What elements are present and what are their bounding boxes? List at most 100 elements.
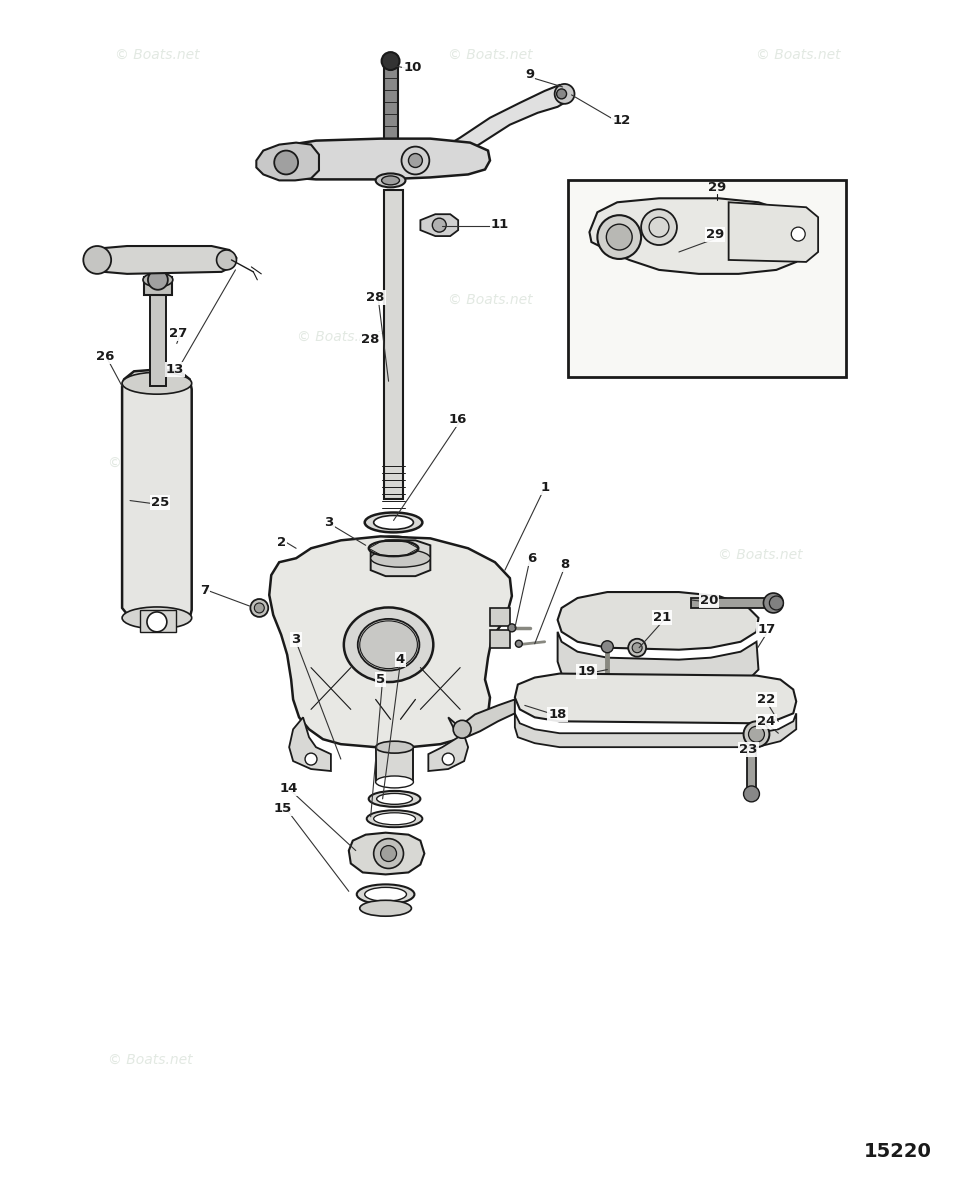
Circle shape bbox=[250, 599, 268, 617]
Circle shape bbox=[216, 250, 236, 270]
Text: 11: 11 bbox=[490, 217, 509, 230]
Text: 22: 22 bbox=[756, 692, 775, 706]
Circle shape bbox=[442, 754, 453, 766]
Ellipse shape bbox=[373, 516, 413, 529]
Ellipse shape bbox=[375, 742, 413, 754]
Ellipse shape bbox=[360, 620, 417, 668]
Bar bbox=[489, 630, 509, 648]
Polygon shape bbox=[460, 700, 514, 737]
Circle shape bbox=[606, 224, 631, 250]
Text: 15220: 15220 bbox=[863, 1142, 931, 1162]
Polygon shape bbox=[370, 540, 430, 576]
Circle shape bbox=[556, 89, 566, 98]
Polygon shape bbox=[514, 673, 795, 724]
Text: 29: 29 bbox=[704, 228, 723, 240]
Circle shape bbox=[373, 839, 404, 869]
Bar bbox=[690, 598, 770, 608]
Polygon shape bbox=[420, 215, 457, 236]
Circle shape bbox=[743, 786, 759, 802]
Text: 23: 23 bbox=[739, 743, 757, 756]
Polygon shape bbox=[289, 718, 330, 772]
Ellipse shape bbox=[143, 272, 173, 287]
Text: 15: 15 bbox=[274, 803, 292, 815]
Text: 18: 18 bbox=[548, 708, 567, 721]
Circle shape bbox=[402, 146, 429, 174]
Text: 17: 17 bbox=[756, 623, 775, 636]
Ellipse shape bbox=[377, 539, 409, 550]
Ellipse shape bbox=[375, 174, 405, 187]
Bar bbox=[745, 748, 755, 792]
Circle shape bbox=[507, 624, 515, 632]
Bar bbox=[375, 748, 413, 782]
Polygon shape bbox=[122, 370, 191, 628]
Polygon shape bbox=[269, 536, 511, 748]
Text: © Boats.net: © Boats.net bbox=[755, 48, 839, 62]
Text: 4: 4 bbox=[396, 653, 404, 666]
Ellipse shape bbox=[368, 791, 420, 806]
Circle shape bbox=[554, 84, 573, 104]
Ellipse shape bbox=[364, 887, 406, 901]
Text: 3: 3 bbox=[291, 634, 300, 647]
Ellipse shape bbox=[375, 776, 413, 788]
Circle shape bbox=[274, 150, 298, 174]
Ellipse shape bbox=[376, 793, 412, 804]
Text: © Boats.net: © Boats.net bbox=[107, 1052, 192, 1067]
Ellipse shape bbox=[364, 512, 422, 533]
Text: 8: 8 bbox=[560, 558, 569, 571]
Ellipse shape bbox=[368, 540, 418, 557]
Circle shape bbox=[432, 218, 446, 232]
Polygon shape bbox=[557, 632, 758, 691]
Polygon shape bbox=[728, 203, 818, 262]
Circle shape bbox=[597, 215, 641, 259]
Circle shape bbox=[769, 596, 783, 610]
Text: 28: 28 bbox=[366, 292, 384, 305]
Bar bbox=[383, 191, 404, 498]
Circle shape bbox=[380, 846, 396, 862]
Text: 13: 13 bbox=[165, 362, 184, 376]
Polygon shape bbox=[589, 198, 805, 274]
Circle shape bbox=[790, 227, 804, 241]
Ellipse shape bbox=[360, 900, 411, 916]
Circle shape bbox=[381, 52, 399, 70]
Text: 21: 21 bbox=[653, 611, 670, 624]
Text: 2: 2 bbox=[276, 536, 285, 548]
Polygon shape bbox=[415, 85, 571, 170]
Text: 16: 16 bbox=[448, 413, 467, 426]
Circle shape bbox=[515, 641, 522, 647]
Text: 1: 1 bbox=[539, 481, 549, 494]
Text: 20: 20 bbox=[699, 594, 717, 606]
Circle shape bbox=[763, 593, 783, 613]
Ellipse shape bbox=[366, 810, 422, 827]
Circle shape bbox=[408, 154, 422, 168]
Text: 26: 26 bbox=[96, 350, 114, 362]
Text: 10: 10 bbox=[403, 60, 421, 73]
Circle shape bbox=[452, 720, 471, 738]
Circle shape bbox=[148, 270, 168, 289]
Bar bbox=[149, 287, 166, 386]
Ellipse shape bbox=[122, 607, 191, 629]
Ellipse shape bbox=[370, 550, 430, 568]
Text: 24: 24 bbox=[756, 715, 775, 728]
Polygon shape bbox=[428, 718, 468, 772]
Text: 19: 19 bbox=[576, 665, 595, 678]
Ellipse shape bbox=[344, 607, 433, 682]
Ellipse shape bbox=[373, 812, 415, 824]
Circle shape bbox=[631, 643, 642, 653]
Text: © Boats.net: © Boats.net bbox=[296, 330, 381, 343]
Bar bbox=[567, 180, 845, 377]
Bar bbox=[140, 610, 176, 632]
Text: 14: 14 bbox=[279, 782, 298, 796]
Polygon shape bbox=[349, 833, 424, 875]
Text: 5: 5 bbox=[376, 673, 385, 686]
Text: 7: 7 bbox=[200, 583, 209, 596]
Text: © Boats.net: © Boats.net bbox=[107, 456, 192, 469]
Ellipse shape bbox=[357, 884, 414, 905]
Text: 27: 27 bbox=[168, 328, 187, 340]
Polygon shape bbox=[514, 713, 795, 748]
Circle shape bbox=[627, 638, 646, 656]
Polygon shape bbox=[256, 143, 319, 180]
Text: 9: 9 bbox=[525, 68, 533, 82]
Text: © Boats.net: © Boats.net bbox=[717, 548, 802, 563]
Ellipse shape bbox=[369, 536, 417, 552]
Bar bbox=[383, 64, 397, 143]
